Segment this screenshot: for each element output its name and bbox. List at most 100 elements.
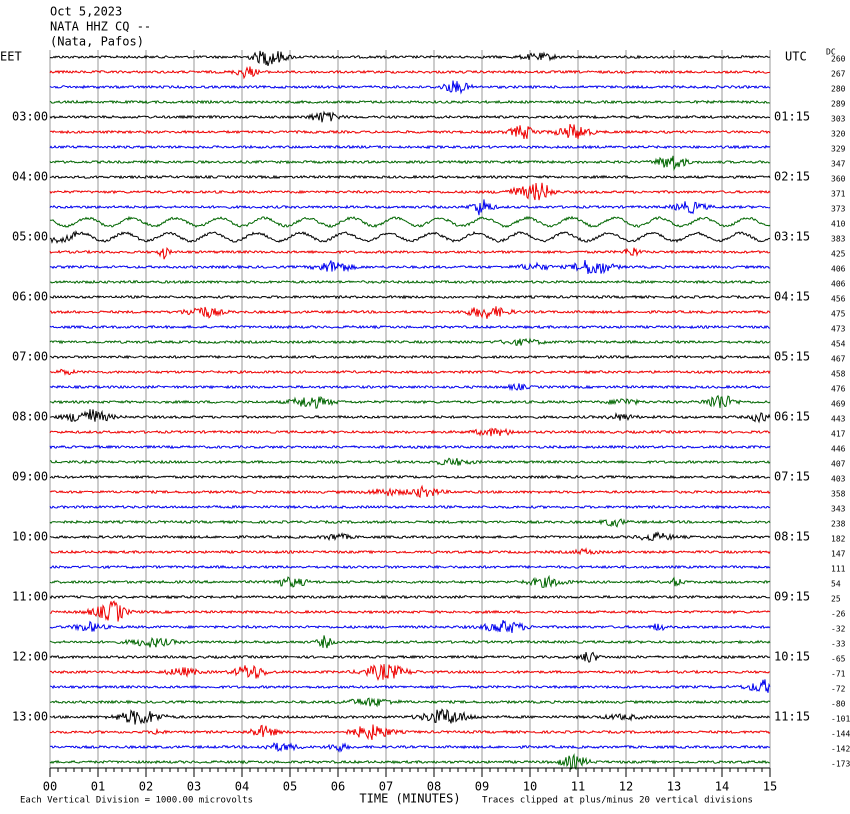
header-line: Oct 5,2023 (50, 5, 122, 19)
footer-left: Each Vertical Division = 1000.00 microvo… (20, 796, 253, 806)
trace (50, 697, 771, 708)
dc-offset: 182 (831, 535, 846, 544)
x-tick-label: 07 (379, 780, 393, 794)
footer-right: Traces clipped at plus/minus 20 vertical… (482, 796, 753, 806)
trace (49, 504, 771, 510)
dc-offset: 467 (831, 355, 846, 364)
right-time: 05:15 (774, 350, 810, 364)
dc-offset: 425 (831, 250, 846, 259)
trace (49, 229, 771, 244)
left-time: 12:00 (12, 650, 48, 664)
left-time: 03:00 (12, 110, 48, 124)
dc-offset: -26 (831, 610, 846, 619)
trace (49, 564, 771, 570)
x-tick-label: 04 (235, 780, 249, 794)
left-time: 05:00 (12, 230, 48, 244)
right-time: 07:15 (774, 470, 810, 484)
left-time: 09:00 (12, 470, 48, 484)
dc-offset: -142 (831, 745, 850, 754)
dc-offset: 147 (831, 550, 846, 559)
dc-offset: 289 (831, 100, 846, 109)
trace (49, 474, 771, 480)
x-tick-label: 05 (283, 780, 297, 794)
dc-offset: 443 (831, 415, 846, 424)
x-tick-label: 03 (187, 780, 201, 794)
trace (49, 457, 771, 466)
header-line: NATA HHZ CQ -- (50, 20, 151, 34)
right-time: 08:15 (774, 530, 810, 544)
dc-offset: 280 (831, 85, 846, 94)
trace (49, 620, 771, 633)
trace (49, 444, 771, 450)
trace (49, 518, 771, 528)
dc-offset: -144 (831, 730, 850, 739)
right-time: 10:15 (774, 650, 810, 664)
trace (49, 651, 771, 663)
left-time: 07:00 (12, 350, 48, 364)
dc-offset: 417 (831, 430, 846, 439)
x-axis-title: TIME (MINUTES) (359, 792, 460, 806)
trace (49, 155, 771, 172)
dc-offset: 458 (831, 370, 846, 379)
dc-offset: 238 (831, 520, 846, 529)
dc-offset: 476 (831, 385, 846, 394)
dc-offset: 403 (831, 475, 846, 484)
dc-offset: 358 (831, 490, 846, 499)
dc-offset: 347 (831, 160, 846, 169)
dc-offset: 410 (831, 220, 846, 229)
dc-offset: 406 (831, 280, 846, 289)
dc-offset: 54 (831, 580, 841, 589)
dc-offset: 469 (831, 400, 846, 409)
dc-offset: 303 (831, 115, 846, 124)
right-time: 02:15 (774, 170, 810, 184)
trace (49, 409, 771, 424)
dc-offset: 456 (831, 295, 846, 304)
x-tick-label: 12 (619, 780, 633, 794)
trace (49, 547, 771, 556)
x-tick-label: 15 (763, 780, 777, 794)
dc-offset: 320 (831, 130, 846, 139)
dc-offset: 454 (831, 340, 846, 349)
dc-offset: 329 (831, 145, 846, 154)
right-time: 06:15 (774, 410, 810, 424)
dc-offset: -173 (831, 760, 850, 769)
left-time: 06:00 (12, 290, 48, 304)
left-time: 10:00 (12, 530, 48, 544)
x-tick-label: 01 (91, 780, 105, 794)
x-tick-label: 09 (475, 780, 489, 794)
dc-offset: -32 (831, 625, 846, 634)
trace (49, 324, 771, 330)
dc-offset: 383 (831, 235, 846, 244)
left-time: 13:00 (12, 710, 48, 724)
trace (49, 594, 770, 600)
trace (49, 742, 771, 753)
dc-offset: 446 (831, 445, 846, 454)
dc-offset: -80 (831, 700, 846, 709)
dc-offset: 371 (831, 190, 846, 199)
trace (49, 635, 771, 649)
dc-offset: 25 (831, 595, 841, 604)
trace (49, 174, 771, 180)
trace (49, 753, 771, 771)
trace (49, 383, 771, 392)
dc-offset: -101 (831, 715, 850, 724)
dc-offset: -72 (831, 685, 846, 694)
dc-offset: 267 (831, 70, 846, 79)
dc-offset: -71 (831, 670, 846, 679)
trace (49, 306, 771, 319)
dc-offset: 360 (831, 175, 846, 184)
trace (49, 708, 771, 725)
x-tick-label: 13 (667, 780, 681, 794)
trace (49, 246, 771, 260)
dc-offset: 473 (831, 325, 846, 334)
x-tick-label: 02 (139, 780, 153, 794)
left-time: 08:00 (12, 410, 48, 424)
trace (49, 337, 771, 346)
trace (49, 427, 771, 437)
trace (50, 215, 771, 229)
trace (49, 679, 771, 693)
right-time: 04:15 (774, 290, 810, 304)
dc-offset: 343 (831, 505, 846, 514)
trace (49, 123, 771, 140)
